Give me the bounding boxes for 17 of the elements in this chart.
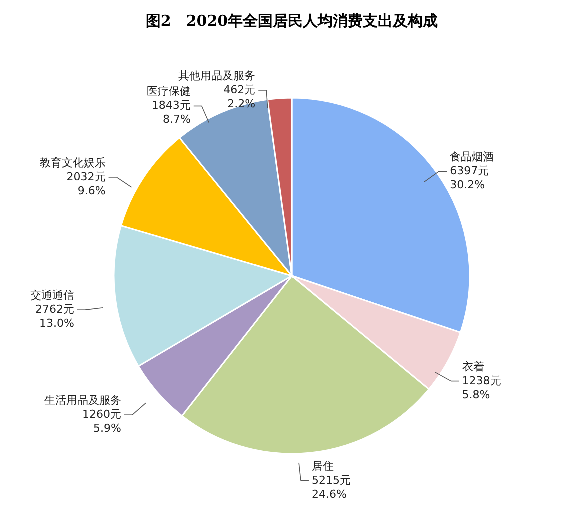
- slice-label: 交通通信: [30, 289, 74, 302]
- slice-label: 居住: [312, 460, 334, 473]
- data-label: 1238元 5.8%: [462, 374, 502, 402]
- slice-label: 食品烟酒: [450, 150, 494, 164]
- data-label: 462元 2.2%: [224, 83, 256, 110]
- slice-label: 医疗保健: [146, 85, 191, 98]
- data-label: 6397元 30.2%: [450, 164, 490, 192]
- chart-title: 图2 2020年全国居民人均消费支出及构成: [146, 12, 438, 30]
- data-label: 2032元 9.6%: [66, 170, 106, 198]
- data-label: 2762元 13.0%: [35, 303, 74, 330]
- slice-label: 衣着: [462, 360, 484, 374]
- data-label: 1260元 5.9%: [82, 408, 122, 436]
- slice-label: 其他用品及服务: [178, 69, 256, 82]
- slice-label: 生活用品及服务: [44, 394, 122, 408]
- data-label: 1843元 8.7%: [152, 99, 191, 126]
- data-label: 5215元 24.6%: [312, 474, 351, 501]
- slice-label: 教育文化娱乐: [40, 156, 106, 170]
